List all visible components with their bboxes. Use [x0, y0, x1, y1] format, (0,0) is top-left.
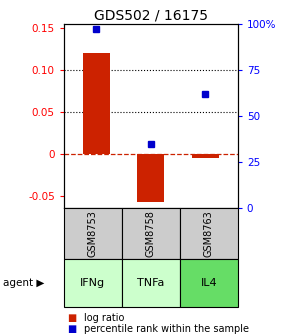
- Text: TNFa: TNFa: [137, 278, 164, 288]
- Bar: [137, 154, 164, 202]
- Bar: [192, 154, 219, 158]
- Text: IL4: IL4: [200, 278, 217, 288]
- Text: IFNg: IFNg: [80, 278, 105, 288]
- Text: log ratio: log ratio: [84, 312, 124, 323]
- Text: GSM8753: GSM8753: [88, 210, 98, 257]
- Text: ■: ■: [67, 312, 76, 323]
- Title: GDS502 / 16175: GDS502 / 16175: [94, 8, 208, 23]
- Text: GSM8758: GSM8758: [146, 210, 156, 257]
- Text: percentile rank within the sample: percentile rank within the sample: [84, 324, 249, 334]
- Bar: [83, 53, 110, 154]
- Text: GSM8763: GSM8763: [204, 210, 214, 257]
- Text: agent ▶: agent ▶: [3, 278, 44, 288]
- Text: ■: ■: [67, 324, 76, 334]
